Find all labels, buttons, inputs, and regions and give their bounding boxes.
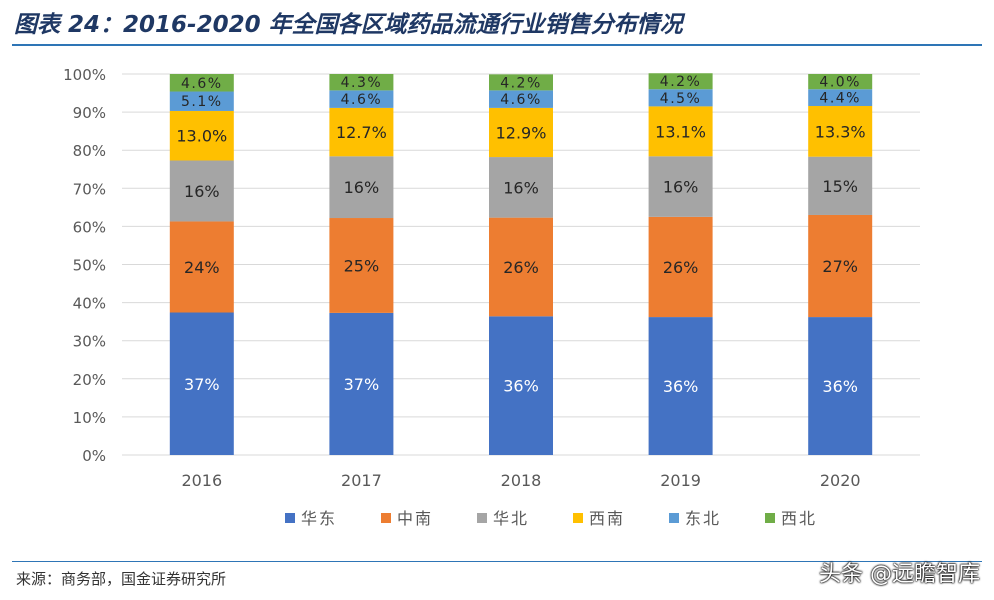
legend-label: 中南: [397, 509, 433, 528]
data-label: 26%: [503, 258, 539, 277]
y-tick-label: 80%: [73, 142, 106, 160]
bar-segment-东北-2017: [329, 90, 394, 108]
legend-swatch-西南: [573, 513, 583, 523]
y-tick-label: 90%: [73, 104, 106, 122]
source-note: 来源：商务部，国金证券研究所: [16, 570, 227, 588]
bar-segment-华北-2019: [648, 156, 713, 217]
legend-swatch-华东: [285, 513, 295, 523]
y-tick-label: 20%: [73, 371, 106, 389]
bar-segment-华北-2016: [169, 160, 234, 222]
bar-segment-华东-2018: [489, 316, 553, 455]
bar-segment-东北-2018: [489, 90, 553, 108]
x-tick-label: 2019: [660, 471, 701, 490]
legend-label: 东北: [685, 509, 721, 528]
bar-segment-华东-2020: [808, 317, 873, 455]
data-label: 12.9%: [496, 123, 547, 142]
bar-segment-西南-2020: [808, 106, 873, 157]
y-tick-label: 40%: [73, 295, 106, 313]
bar-segment-中南-2019: [648, 216, 713, 318]
data-label: 16%: [663, 178, 699, 197]
bar-segment-华东-2017: [329, 312, 394, 455]
data-label: 12.7%: [336, 123, 387, 142]
bar-segment-西北-2016: [169, 74, 234, 92]
data-label: 13.0%: [176, 127, 227, 146]
bar-segment-华北-2018: [489, 157, 553, 218]
bar-segment-中南-2018: [489, 217, 553, 317]
bar-segment-西北-2019: [648, 73, 713, 90]
figure-title: 图表 24：2016-2020 年全国各区域药品流通行业销售分布情况: [14, 12, 683, 38]
data-label: 16%: [503, 178, 539, 197]
legend-swatch-华北: [477, 513, 487, 523]
bar-segment-中南-2020: [808, 214, 873, 318]
y-tick-label: 60%: [73, 218, 106, 236]
data-label: 15%: [822, 177, 858, 196]
bar-segment-西南-2017: [329, 107, 394, 157]
data-label: 37%: [184, 375, 220, 394]
bar-segment-中南-2016: [169, 221, 234, 313]
data-label: 36%: [822, 377, 858, 396]
bar-segment-东北-2016: [169, 91, 234, 111]
bar-segment-西北-2017: [329, 74, 394, 91]
bar-segment-华东-2016: [169, 312, 234, 455]
bar-segment-西北-2020: [808, 74, 873, 90]
bar-segment-中南-2017: [329, 218, 394, 313]
data-label: 13.1%: [655, 122, 706, 141]
bar-segment-华北-2017: [329, 156, 394, 219]
y-tick-label: 10%: [73, 409, 106, 427]
data-label: 16%: [184, 182, 220, 201]
source-divider: [12, 561, 982, 562]
data-label: 16%: [344, 178, 380, 197]
x-tick-label: 2020: [820, 471, 861, 490]
data-label: 4.2%: [500, 75, 542, 91]
data-label: 4.5%: [660, 91, 702, 107]
bar-segment-东北-2019: [648, 89, 713, 107]
y-tick-label: 0%: [82, 447, 106, 465]
bar-segment-西南-2018: [489, 107, 553, 158]
data-label: 4.0%: [819, 75, 861, 91]
data-label: 36%: [663, 377, 699, 396]
y-tick-label: 50%: [73, 257, 106, 275]
data-label: 37%: [344, 375, 380, 394]
bar-segment-西南-2016: [169, 110, 234, 161]
data-label: 36%: [503, 377, 539, 396]
watermark-text: 头条 @远瞻智库: [819, 562, 980, 587]
stacked-bar-chart: 0% 10% 20% 30% 40% 50% 60% 70% 80% 90% 100% 37% 24% 1…: [63, 66, 920, 528]
data-label: 13.3%: [815, 122, 866, 141]
legend-swatch-东北: [669, 513, 679, 523]
data-label: 26%: [663, 258, 699, 277]
data-label: 4.6%: [341, 92, 383, 108]
legend-label: 西南: [589, 509, 625, 528]
x-tick-label: 2016: [181, 471, 222, 490]
legend-swatch-西北: [765, 513, 775, 523]
data-label: 4.4%: [819, 91, 861, 107]
data-label: 4.6%: [181, 76, 223, 92]
data-label: 4.6%: [500, 92, 542, 108]
data-label: 25%: [344, 256, 380, 275]
y-tick-label: 70%: [73, 180, 106, 198]
bar-segment-西北-2018: [489, 74, 553, 91]
data-label: 4.3%: [341, 75, 383, 91]
data-label: 5.1%: [181, 94, 223, 110]
legend-label: 西北: [781, 509, 817, 528]
bar-segment-西南-2019: [648, 106, 713, 157]
x-tick-label: 2017: [341, 471, 382, 490]
legend-label: 华北: [493, 509, 529, 528]
data-label: 27%: [822, 257, 858, 276]
y-tick-label: 30%: [73, 333, 106, 351]
title-divider: [12, 44, 982, 46]
bar-segment-华北-2020: [808, 156, 873, 215]
legend-label: 华东: [301, 509, 337, 528]
y-tick-label: 100%: [63, 66, 106, 84]
legend-swatch-中南: [381, 513, 391, 523]
data-label: 24%: [184, 258, 220, 277]
x-tick-label: 2018: [501, 471, 542, 490]
data-label: 4.2%: [660, 74, 702, 90]
bar-segment-东北-2020: [808, 89, 873, 107]
bar-segment-华东-2019: [648, 317, 713, 455]
